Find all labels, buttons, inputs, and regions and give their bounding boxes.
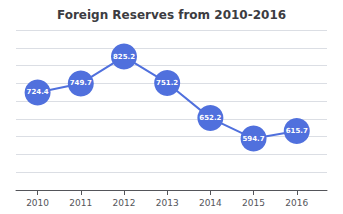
svg-text:724.4: 724.4 [27, 88, 49, 96]
svg-text:2016: 2016 [285, 198, 308, 208]
svg-text:825.2: 825.2 [113, 53, 135, 61]
svg-text:652.2: 652.2 [199, 114, 221, 122]
svg-text:2010: 2010 [26, 198, 49, 208]
svg-text:Foreign Reserves from 2010-201: Foreign Reserves from 2010-2016 [57, 8, 286, 22]
svg-text:2014: 2014 [199, 198, 222, 208]
svg-text:751.2: 751.2 [156, 79, 178, 87]
svg-text:615.7: 615.7 [286, 127, 308, 135]
svg-text:2013: 2013 [156, 198, 179, 208]
svg-text:2015: 2015 [242, 198, 265, 208]
svg-text:594.7: 594.7 [242, 135, 264, 143]
svg-text:2011: 2011 [69, 198, 92, 208]
svg-text:2012: 2012 [113, 198, 136, 208]
svg-text:749.7: 749.7 [70, 79, 92, 87]
